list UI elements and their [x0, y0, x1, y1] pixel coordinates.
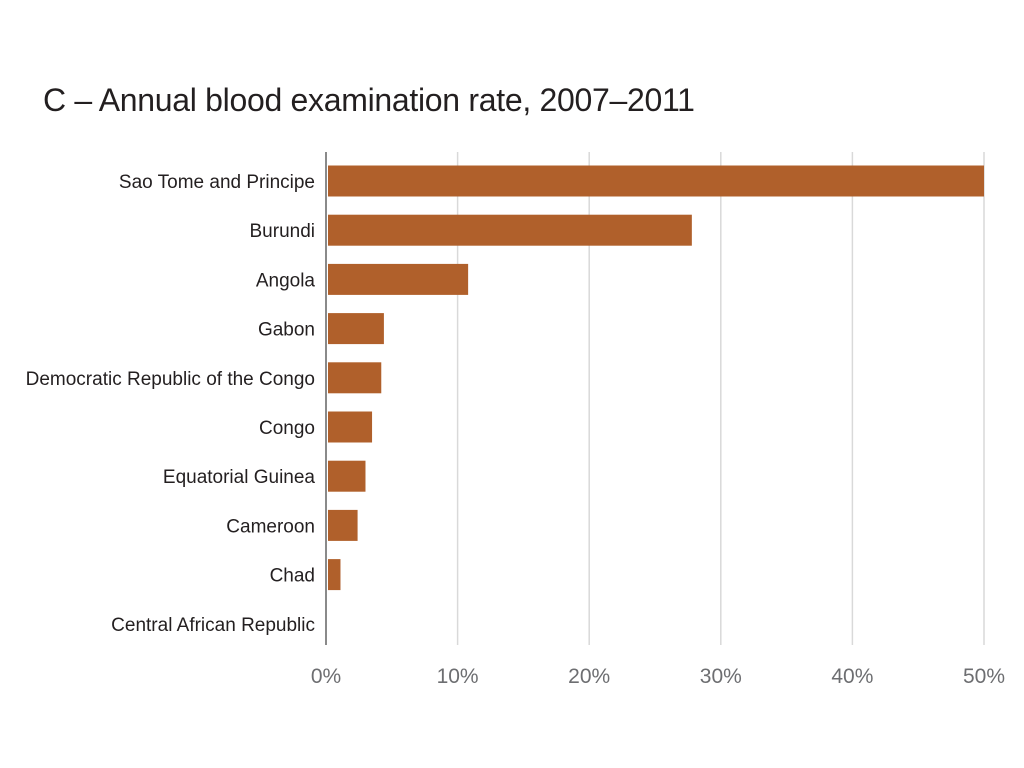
category-label: Equatorial Guinea [163, 467, 316, 488]
bar [328, 411, 373, 443]
tick-label: 0% [311, 665, 341, 688]
bar [328, 263, 469, 295]
bar [328, 460, 366, 492]
bar [328, 559, 341, 591]
category-label: Sao Tome and Principe [119, 172, 315, 193]
tick-label: 30% [700, 665, 742, 688]
bar [328, 509, 358, 541]
category-label: Cameroon [226, 516, 315, 537]
tick-labels: 0% 10% 20% 30% 40% 50% [311, 665, 1005, 688]
category-label: Democratic Republic of the Congo [26, 369, 315, 390]
category-labels: Sao Tome and Principe Burundi Angola Gabon D… [26, 172, 316, 636]
category-label: Angola [256, 270, 316, 291]
category-label: Burundi [250, 221, 316, 242]
bar [328, 362, 382, 394]
bar [328, 214, 692, 246]
tick-label: 40% [831, 665, 873, 688]
tick-label: 50% [963, 665, 1005, 688]
category-label: Gabon [258, 320, 315, 341]
tick-label: 20% [568, 665, 610, 688]
category-label: Central African Republic [111, 615, 315, 636]
tick-label: 10% [437, 665, 479, 688]
category-label: Congo [259, 418, 315, 439]
category-label: Chad [270, 566, 315, 587]
bars [328, 165, 984, 591]
bar [328, 165, 984, 197]
bar [328, 313, 384, 345]
chart-title: C – Annual blood examination rate, 2007–… [43, 82, 695, 118]
